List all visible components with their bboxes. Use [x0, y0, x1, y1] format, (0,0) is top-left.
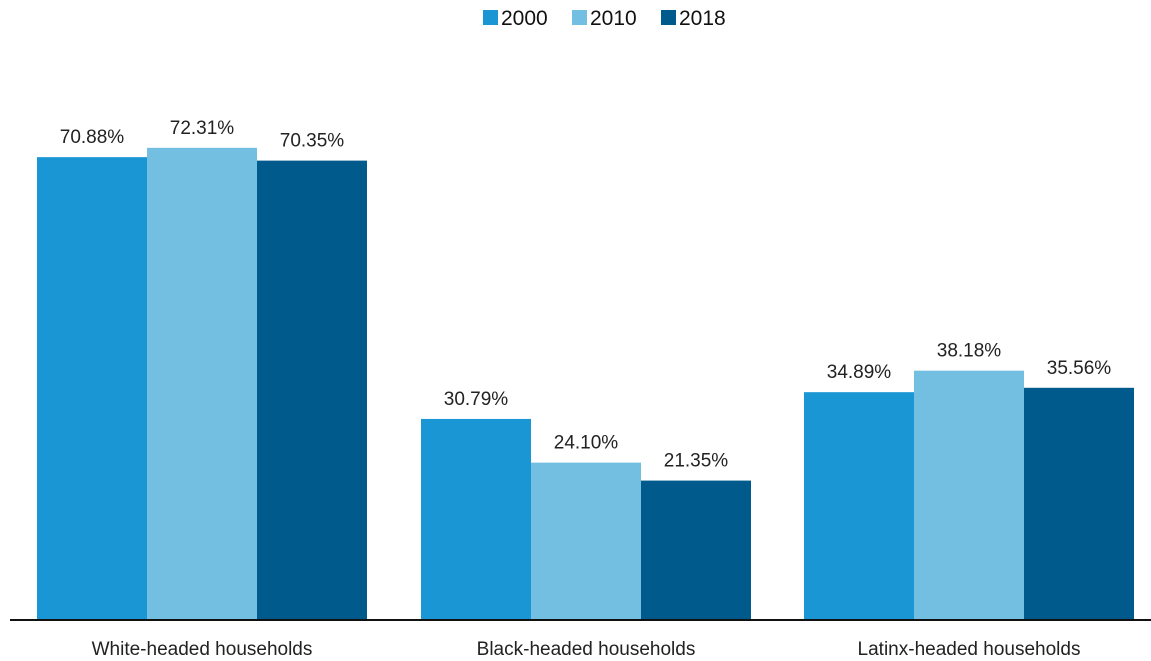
bar-2018-2 [1024, 387, 1134, 620]
legend-swatch-2010 [572, 10, 587, 25]
bars [37, 147, 1134, 620]
data-label-2010-0: 72.31% [170, 118, 235, 139]
data-label-2018-0: 70.35% [280, 131, 345, 152]
data-labels: 70.88% 72.31% 70.35% 30.79% 24.10% 21.35% 34.8… [60, 118, 1112, 472]
bar-2010-2 [914, 370, 1024, 620]
bar-2010-1 [531, 462, 641, 620]
bar-2000-0 [37, 157, 147, 620]
legend-label-2000: 2000 [501, 7, 548, 30]
bar-2000-2 [804, 392, 914, 620]
legend-swatch-2000 [483, 10, 498, 25]
legend-label-2010: 2010 [590, 7, 637, 30]
bar-2000-1 [421, 418, 531, 620]
data-label-2010-2: 38.18% [937, 341, 1002, 362]
category-label-1: Black-headed households [477, 639, 696, 660]
data-label-2000-2: 34.89% [827, 362, 892, 383]
bar-2018-0 [257, 160, 367, 620]
data-label-2000-1: 30.79% [444, 389, 509, 410]
legend-label-2018: 2018 [679, 7, 726, 30]
category-label-2: Latinx-headed households [858, 639, 1081, 660]
legend: 2000 2010 2018 [483, 7, 726, 30]
data-label-2010-1: 24.10% [554, 433, 619, 454]
bar-2018-1 [641, 480, 751, 620]
bar-2010-0 [147, 147, 257, 620]
category-labels: White-headed households Black-headed hous… [92, 639, 1081, 660]
data-label-2000-0: 70.88% [60, 127, 125, 148]
category-label-0: White-headed households [92, 639, 313, 660]
data-label-2018-2: 35.56% [1047, 358, 1112, 379]
data-label-2018-1: 21.35% [664, 451, 729, 472]
legend-swatch-2018 [661, 10, 676, 25]
